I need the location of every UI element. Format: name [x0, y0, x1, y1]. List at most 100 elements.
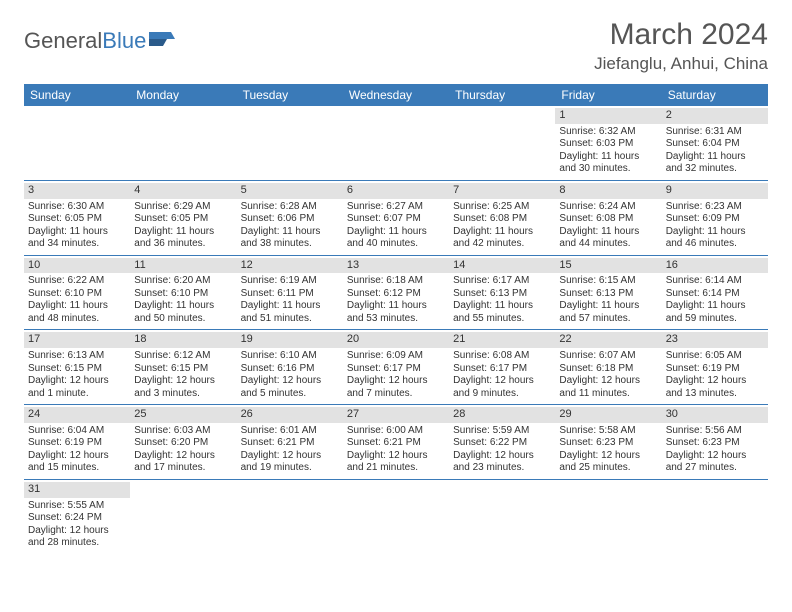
day-details: Sunrise: 6:07 AMSunset: 6:18 PMDaylight:… — [559, 350, 657, 400]
day-details: Sunrise: 5:58 AMSunset: 6:23 PMDaylight:… — [559, 425, 657, 475]
day-cell: 13Sunrise: 6:18 AMSunset: 6:12 PMDayligh… — [343, 256, 449, 330]
day-cell: 7Sunrise: 6:25 AMSunset: 6:08 PMDaylight… — [449, 181, 555, 255]
sunset-text: Sunset: 6:19 PM — [28, 437, 126, 450]
sunset-text: Sunset: 6:15 PM — [28, 363, 126, 376]
day-number: 17 — [24, 332, 130, 348]
day-cell: 24Sunrise: 6:04 AMSunset: 6:19 PMDayligh… — [24, 405, 130, 479]
day-details: Sunrise: 6:13 AMSunset: 6:15 PMDaylight:… — [28, 350, 126, 400]
sunset-text: Sunset: 6:19 PM — [666, 363, 764, 376]
dayhead-sun: Sunday — [24, 84, 130, 106]
sunrise-text: Sunrise: 6:25 AM — [453, 201, 551, 214]
day-number: 20 — [343, 332, 449, 348]
sunrise-text: Sunrise: 6:09 AM — [347, 350, 445, 363]
sunrise-text: Sunrise: 6:04 AM — [28, 425, 126, 438]
daylight-text: Daylight: 12 hours and 15 minutes. — [28, 450, 126, 475]
sunset-text: Sunset: 6:17 PM — [347, 363, 445, 376]
day-details: Sunrise: 6:31 AMSunset: 6:04 PMDaylight:… — [666, 126, 764, 176]
day-cell: 1Sunrise: 6:32 AMSunset: 6:03 PMDaylight… — [555, 106, 661, 180]
sunrise-text: Sunrise: 6:01 AM — [241, 425, 339, 438]
day-number: 10 — [24, 258, 130, 274]
day-cell: 18 Sunrise: 6:12 AMSunset: 6:15 PMDayligh… — [130, 330, 236, 404]
sunset-text: Sunset: 6:07 PM — [347, 213, 445, 226]
day-number: 27 — [343, 407, 449, 423]
day-number: 13 — [343, 258, 449, 274]
sunset-text: Sunset: 6:20 PM — [134, 437, 232, 450]
day-details: Sunrise: 5:59 AMSunset: 6:22 PMDaylight:… — [453, 425, 551, 475]
empty-cell — [343, 480, 449, 554]
header-row: GeneralBlue March 2024 Jiefanglu, Anhui,… — [24, 18, 768, 74]
sunset-text: Sunset: 6:24 PM — [28, 512, 126, 525]
flag-icon — [149, 28, 175, 54]
day-details: Sunrise: 6:04 AMSunset: 6:19 PMDaylight:… — [28, 425, 126, 475]
day-cell: 3Sunrise: 6:30 AMSunset: 6:05 PMDaylight… — [24, 181, 130, 255]
day-cell: 6Sunrise: 6:27 AMSunset: 6:07 PMDaylight… — [343, 181, 449, 255]
week-row: 3Sunrise: 6:30 AMSunset: 6:05 PMDaylight… — [24, 181, 768, 256]
empty-cell — [449, 480, 555, 554]
day-number: 19 — [237, 332, 343, 348]
day-number: 9 — [662, 183, 768, 199]
daylight-text: Daylight: 12 hours and 3 minutes. — [134, 375, 232, 400]
day-number: 5 — [237, 183, 343, 199]
day-cell: 26Sunrise: 6:01 AMSunset: 6:21 PMDayligh… — [237, 405, 343, 479]
sunset-text: Sunset: 6:08 PM — [559, 213, 657, 226]
sunset-text: Sunset: 6:08 PM — [453, 213, 551, 226]
sunset-text: Sunset: 6:22 PM — [453, 437, 551, 450]
day-details: Sunrise: 6:20 AMSunset: 6:10 PMDaylight:… — [134, 275, 232, 325]
day-cell: 27 Sunrise: 6:00 AMSunset: 6:21 PMDayligh… — [343, 405, 449, 479]
daylight-text: Daylight: 11 hours and 51 minutes. — [241, 300, 339, 325]
dayhead-fri: Friday — [555, 84, 661, 106]
daylight-text: Daylight: 11 hours and 59 minutes. — [666, 300, 764, 325]
sunrise-text: Sunrise: 6:03 AM — [134, 425, 232, 438]
day-details: Sunrise: 6:23 AMSunset: 6:09 PMDaylight:… — [666, 201, 764, 251]
day-details: Sunrise: 6:03 AMSunset: 6:20 PMDaylight:… — [134, 425, 232, 475]
day-cell: 17 Sunrise: 6:13 AMSunset: 6:15 PMDayligh… — [24, 330, 130, 404]
day-number: 3 — [24, 183, 130, 199]
empty-cell — [662, 480, 768, 554]
empty-cell — [555, 480, 661, 554]
daylight-text: Daylight: 12 hours and 19 minutes. — [241, 450, 339, 475]
day-details: Sunrise: 6:15 AMSunset: 6:13 PMDaylight:… — [559, 275, 657, 325]
day-details: Sunrise: 6:14 AMSunset: 6:14 PMDaylight:… — [666, 275, 764, 325]
sunset-text: Sunset: 6:11 PM — [241, 288, 339, 301]
day-details: Sunrise: 6:28 AMSunset: 6:06 PMDaylight:… — [241, 201, 339, 251]
day-details: Sunrise: 6:12 AMSunset: 6:15 PMDaylight:… — [134, 350, 232, 400]
empty-cell — [237, 106, 343, 180]
sunset-text: Sunset: 6:15 PM — [134, 363, 232, 376]
day-details: Sunrise: 6:32 AMSunset: 6:03 PMDaylight:… — [559, 126, 657, 176]
day-details: Sunrise: 6:00 AMSunset: 6:21 PMDaylight:… — [347, 425, 445, 475]
day-number: 4 — [130, 183, 236, 199]
sunrise-text: Sunrise: 6:17 AM — [453, 275, 551, 288]
day-details: Sunrise: 6:17 AMSunset: 6:13 PMDaylight:… — [453, 275, 551, 325]
sunrise-text: Sunrise: 6:18 AM — [347, 275, 445, 288]
day-details: Sunrise: 6:22 AMSunset: 6:10 PMDaylight:… — [28, 275, 126, 325]
day-number: 23 — [662, 332, 768, 348]
logo-text-1: General — [24, 28, 102, 54]
dayhead-mon: Monday — [130, 84, 236, 106]
calendar-grid: Sunday Monday Tuesday Wednesday Thursday… — [24, 84, 768, 554]
day-number: 22 — [555, 332, 661, 348]
sunset-text: Sunset: 6:23 PM — [666, 437, 764, 450]
sunset-text: Sunset: 6:12 PM — [347, 288, 445, 301]
location-text: Jiefanglu, Anhui, China — [594, 54, 768, 74]
logo: GeneralBlue — [24, 18, 175, 54]
daylight-text: Daylight: 12 hours and 5 minutes. — [241, 375, 339, 400]
day-cell: 8Sunrise: 6:24 AMSunset: 6:08 PMDaylight… — [555, 181, 661, 255]
day-cell: 2Sunrise: 6:31 AMSunset: 6:04 PMDaylight… — [662, 106, 768, 180]
day-number: 26 — [237, 407, 343, 423]
week-row: 1Sunrise: 6:32 AMSunset: 6:03 PMDaylight… — [24, 106, 768, 181]
week-row: 10Sunrise: 6:22 AMSunset: 6:10 PMDayligh… — [24, 256, 768, 331]
day-number: 18 — [130, 332, 236, 348]
day-details: Sunrise: 6:08 AMSunset: 6:17 PMDaylight:… — [453, 350, 551, 400]
empty-cell — [24, 106, 130, 180]
daylight-text: Daylight: 12 hours and 13 minutes. — [666, 375, 764, 400]
sunset-text: Sunset: 6:18 PM — [559, 363, 657, 376]
day-details: Sunrise: 6:10 AMSunset: 6:16 PMDaylight:… — [241, 350, 339, 400]
daylight-text: Daylight: 12 hours and 17 minutes. — [134, 450, 232, 475]
daylight-text: Daylight: 11 hours and 42 minutes. — [453, 226, 551, 251]
day-number: 30 — [662, 407, 768, 423]
sunrise-text: Sunrise: 6:28 AM — [241, 201, 339, 214]
day-number: 28 — [449, 407, 555, 423]
sunset-text: Sunset: 6:23 PM — [559, 437, 657, 450]
sunrise-text: Sunrise: 6:14 AM — [666, 275, 764, 288]
day-number: 31 — [24, 482, 130, 498]
